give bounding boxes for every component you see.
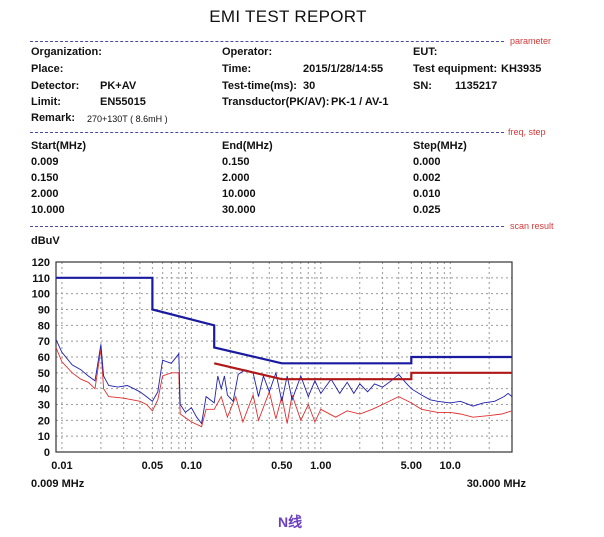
remark-label: Remark: <box>31 112 76 124</box>
section-label-parameter: parameter <box>510 36 552 46</box>
y-tick-label: 30 <box>38 400 50 412</box>
freq-header-end: End(MHz) <box>222 140 273 152</box>
y-tick-label: 100 <box>32 289 50 301</box>
y-tick-label: 60 <box>38 352 50 364</box>
y-tick-label: 50 <box>38 368 50 380</box>
time-label: Time: <box>222 63 252 75</box>
limit-label: Limit: <box>31 96 61 108</box>
freq-cell: 2.000 <box>31 188 59 200</box>
freq-cell: 0.150 <box>222 156 250 168</box>
divider-freq-step <box>30 132 504 133</box>
report-title: EMI TEST REPORT <box>209 7 367 26</box>
test-time-value: 30 <box>303 80 316 92</box>
freq-header-step: Step(MHz) <box>413 140 467 152</box>
x-tick-label: 0.50 <box>271 460 292 472</box>
freq-cell: 10.000 <box>31 204 65 216</box>
freq-cell: 10.000 <box>222 188 256 200</box>
x-tick-label: 5.00 <box>401 460 422 472</box>
remark-value: 270+130T ( 8.6mH ) <box>87 114 168 124</box>
y-tick-label: 120 <box>32 257 50 269</box>
freq-cell: 0.150 <box>31 172 59 184</box>
time-value: 2015/1/28/14:55 <box>303 63 384 75</box>
freq-header-start: Start(MHz) <box>31 140 86 152</box>
x-tick-label: 0.01 <box>51 460 72 472</box>
freq-cell: 2.000 <box>222 172 250 184</box>
freq-cell: 30.000 <box>222 204 256 216</box>
x-tick-label: 10.0 <box>440 460 461 472</box>
x-tick-label: 0.05 <box>142 460 163 472</box>
freq-cell: 0.002 <box>413 172 441 184</box>
equipment-value: KH3935 <box>501 63 542 75</box>
transductor-label: Transductor(PK/AV): <box>222 96 330 108</box>
detector-label: Detector: <box>31 80 80 92</box>
y-tick-label: 110 <box>32 273 50 285</box>
organization-label: Organization: <box>31 46 102 58</box>
limit-av-line <box>213 362 512 381</box>
detector-value: PK+AV <box>100 80 137 92</box>
pk-trace <box>55 339 513 425</box>
transductor-value: PK-1 / AV-1 <box>331 96 389 108</box>
limit-value: EN55015 <box>100 96 146 108</box>
emi-scan-chart: 0 10 20 30 40 50 60 70 80 90 100 110 120 0.01 0.05 0.10… <box>31 257 527 490</box>
section-label-scan-result: scan result <box>510 221 554 231</box>
divider-scan-result <box>30 226 504 227</box>
sn-label: SN: <box>413 80 432 92</box>
freq-cell: 0.025 <box>413 204 441 216</box>
x-start-label: 0.009 MHz <box>31 478 85 490</box>
y-tick-label: 10 <box>38 431 50 443</box>
section-label-freq-step: freq, step <box>508 127 546 137</box>
operator-label: Operator: <box>222 46 273 58</box>
y-tick-label: 90 <box>38 305 50 317</box>
freq-cell: 0.000 <box>413 156 441 168</box>
av-trace <box>55 347 513 428</box>
test-time-label: Test-time(ms): <box>222 80 297 92</box>
y-tick-label: 80 <box>38 320 50 332</box>
x-tick-label: 1.00 <box>310 460 331 472</box>
equipment-label: Test equipment: <box>413 63 498 75</box>
y-tick-label: 0 <box>44 447 50 459</box>
freq-cell: 0.010 <box>413 188 441 200</box>
x-end-label: 30.000 MHz <box>467 478 527 490</box>
caption: N线 <box>278 514 303 530</box>
eut-label: EUT: <box>413 46 438 58</box>
sn-value: 1135217 <box>455 80 498 92</box>
y-tick-label: 20 <box>38 415 50 427</box>
freq-cell: 0.009 <box>31 156 59 168</box>
x-tick-label: 0.10 <box>181 460 202 472</box>
place-label: Place: <box>31 63 64 75</box>
y-tick-label: 70 <box>38 336 50 348</box>
y-tick-label: 40 <box>38 384 50 396</box>
divider-parameter <box>30 41 504 42</box>
y-axis-unit: dBuV <box>31 235 60 247</box>
limit-qp-line <box>56 276 512 365</box>
